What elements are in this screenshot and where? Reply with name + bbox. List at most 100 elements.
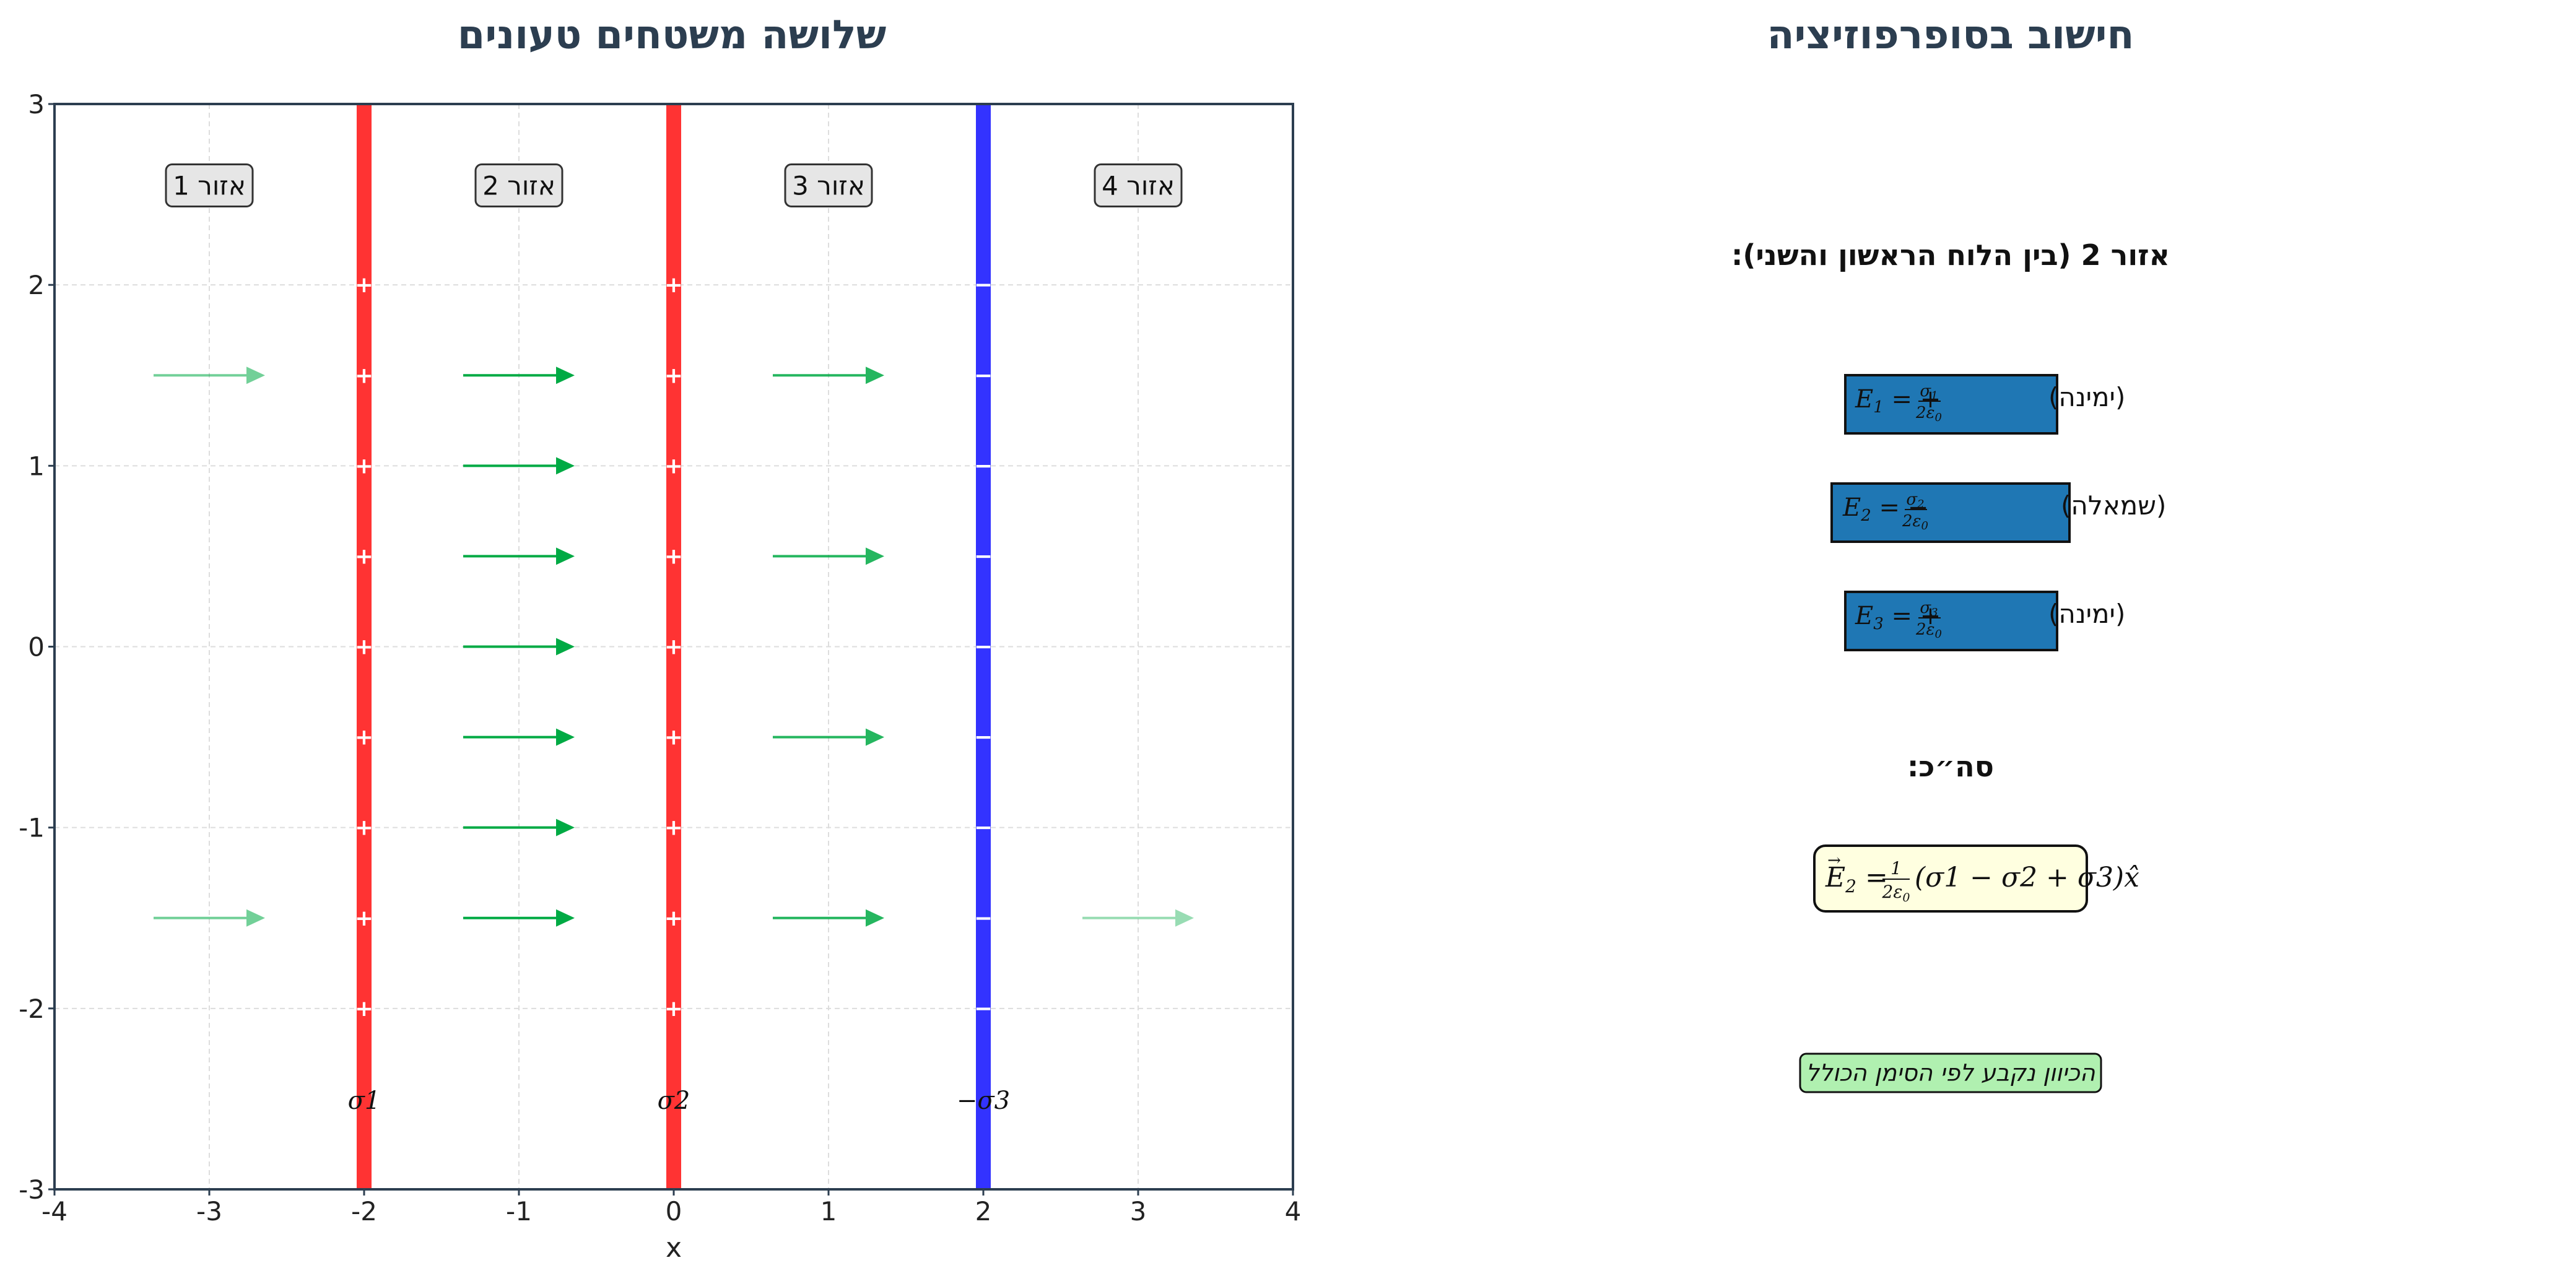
charge-sign: −: [974, 725, 993, 750]
region-heading: אזור 2 (בין הלוח הראשון והשני):: [1731, 238, 2170, 272]
field-arrow-head: [556, 818, 575, 836]
charge-sign: +: [664, 544, 683, 569]
total-fraction-numerator: 1: [1891, 858, 1902, 879]
field-arrow-head: [556, 638, 575, 656]
note-text: הכיוון נקבע לפי הסימן הכולל: [1806, 1059, 2095, 1087]
charge-sign: +: [664, 996, 683, 1022]
charge-sign: −: [974, 453, 993, 479]
term-e1-numerator: σ1: [1920, 382, 1938, 402]
left-title: שלושה משטחים טעונים: [458, 12, 886, 58]
field-arrow: [1082, 909, 1194, 927]
y-tick-label: 0: [28, 632, 45, 662]
term-e2-direction: (שמאלה): [2061, 490, 2166, 521]
x-tick-label: 2: [975, 1196, 992, 1226]
field-arrow: [463, 547, 575, 565]
term-box-background: [1844, 591, 2058, 651]
x-tick-label: 0: [666, 1196, 682, 1226]
x-tick-label: 1: [820, 1196, 837, 1226]
term-lhs-sub: 2: [1860, 506, 1871, 525]
field-arrow: [463, 367, 575, 384]
field-arrow-head: [1175, 909, 1194, 927]
plane-bar: [357, 104, 372, 1189]
field-arrow: [154, 909, 265, 927]
charge-sign: +: [664, 363, 683, 388]
charge-sign: +: [664, 453, 683, 479]
charge-sign: +: [664, 635, 683, 660]
region-label: אזור 1: [165, 163, 254, 207]
charge-sign: +: [664, 272, 683, 298]
x-axis-ticks: -4 -3 -2 -1 0 1 2 3 4: [41, 1189, 1301, 1226]
x-tick-label: -2: [351, 1196, 377, 1226]
plane-label: σ2: [658, 1087, 690, 1115]
charge-sign: +: [355, 272, 373, 298]
region-label-text: אזור 2: [482, 170, 555, 201]
x-tick-label: -4: [41, 1196, 67, 1226]
x-tick-label: 3: [1130, 1196, 1147, 1226]
total-box-background: [1813, 844, 2088, 913]
term-e1-formula: E1 = +: [1855, 385, 1941, 417]
term-e2-numerator: σ2: [1906, 490, 1924, 511]
charge-sign: +: [664, 906, 683, 931]
term-box-e3: E3 = + σ3 2ε0 (ימינה): [1844, 591, 2125, 651]
y-tick-label: -3: [19, 1174, 45, 1205]
charge-sign: −: [974, 815, 993, 841]
field-arrow: [463, 638, 575, 656]
term-box-e1: E1 = + σ1 2ε0 (ימינה): [1844, 374, 2125, 435]
region-label-box: [474, 163, 564, 207]
field-arrow: [773, 909, 884, 927]
field-arrow: [463, 728, 575, 746]
total-formula-box: E2 = → 1 2ε0 (σ1 − σ2 + σ3)x̂: [1813, 844, 2139, 913]
charged-plane: + + + + + + + + + σ1: [348, 104, 380, 1189]
charge-sign: −: [974, 906, 993, 931]
region-label: אזור 4: [1094, 163, 1183, 207]
term-sign: −: [1908, 493, 1929, 522]
region-labels: אזור 1 אזור 2 אזור 3 אזור 4: [165, 163, 1183, 207]
direction-note: הכיוון נקבע לפי הסימן הכולל: [1799, 1052, 2102, 1093]
term-e2-formula: E2 = −: [1842, 493, 1928, 525]
term-e2-denominator: 2ε0: [1902, 512, 1928, 532]
field-arrow: [773, 367, 884, 384]
equals-sign: =: [1871, 493, 1908, 522]
vector-arrow: →: [1827, 851, 1841, 870]
charge-sign: −: [974, 363, 993, 388]
y-tick-label: 3: [28, 89, 45, 119]
charge-sign: +: [355, 815, 373, 841]
charge-sign: +: [355, 363, 373, 388]
field-arrow: [463, 818, 575, 836]
charge-sign: −: [974, 635, 993, 660]
x-tick-label: 4: [1285, 1196, 1302, 1226]
field-arrows: [154, 367, 1194, 927]
term-sign: +: [1920, 385, 1941, 414]
term-box-background: [1844, 374, 2058, 435]
field-arrow-head: [866, 728, 884, 746]
charge-sign: +: [355, 544, 373, 569]
field-arrow: [773, 728, 884, 746]
plane-bar: [666, 104, 681, 1189]
field-arrow: [154, 367, 265, 384]
field-arrow: [463, 909, 575, 927]
term-e3-direction: (ימינה): [2048, 599, 2125, 629]
term-box-background: [1830, 482, 2071, 543]
region-label: אזור 3: [784, 163, 873, 207]
total-formula-lhs: E2 =: [1825, 862, 1888, 896]
field-arrow-head: [866, 909, 884, 927]
region-label-text: אזור 3: [792, 170, 865, 201]
y-tick-label: -1: [19, 813, 45, 843]
field-arrow-head: [866, 547, 884, 565]
equals-sign: =: [1884, 602, 1920, 630]
x-tick-label: -1: [506, 1196, 532, 1226]
term-e1-direction: (ימינה): [2048, 382, 2125, 412]
term-lhs-sub: 1: [1873, 398, 1884, 417]
field-arrow-head: [246, 367, 265, 384]
charge-sign: +: [355, 906, 373, 931]
region-label-box: [784, 163, 873, 207]
x-tick-label: -3: [196, 1196, 222, 1226]
plane-label: −σ3: [957, 1087, 1010, 1115]
field-arrow: [773, 547, 884, 565]
charged-planes: + + + + + + + + + σ1 + + + + + + + + + σ2 − − − − − − − − − −σ3: [348, 104, 1010, 1189]
y-tick-label: 2: [28, 270, 45, 300]
field-arrow: [463, 457, 575, 475]
region-label-box: [1094, 163, 1183, 207]
charge-sign: +: [355, 453, 373, 479]
